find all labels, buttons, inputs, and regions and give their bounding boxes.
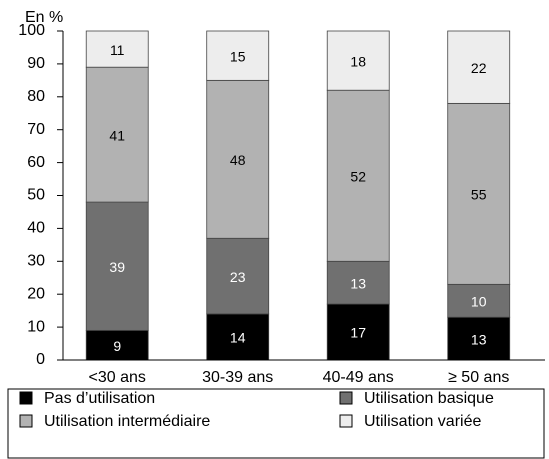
data-label: 23 <box>230 269 246 285</box>
data-label: 18 <box>350 53 366 69</box>
data-label: 9 <box>113 338 121 354</box>
data-label: 14 <box>230 330 246 346</box>
data-label: 11 <box>110 42 125 58</box>
bar-segment <box>447 30 511 104</box>
bar-segment <box>326 30 390 91</box>
legend-label: Pas d’utilisation <box>44 390 155 407</box>
y-tick-label: 70 <box>27 121 45 138</box>
x-tick-label: 30-39 ans <box>202 369 273 386</box>
y-axis-label: En % <box>25 9 63 26</box>
x-tick-label: 40-49 ans <box>323 369 394 386</box>
legend-label: Utilisation variée <box>364 413 481 430</box>
bar-segment <box>447 102 511 285</box>
data-label: 13 <box>471 331 487 347</box>
data-label: 41 <box>109 127 125 143</box>
y-tick-label: 20 <box>27 285 45 302</box>
bar-segment <box>85 30 149 68</box>
legend-swatch <box>19 414 33 428</box>
y-tick-label: 60 <box>27 154 45 171</box>
bar-segment <box>85 329 149 361</box>
legend-box <box>7 388 545 459</box>
legend-swatch <box>19 391 33 405</box>
bar-segment <box>326 89 390 262</box>
x-tick-label: <30 ans <box>89 369 146 386</box>
data-label: 48 <box>230 152 246 168</box>
bar-segment <box>85 66 149 203</box>
legend-label: Utilisation basique <box>364 390 494 407</box>
data-label: 55 <box>471 187 487 203</box>
y-tick-label: 100 <box>18 22 45 39</box>
y-tick-label: 80 <box>27 88 45 105</box>
x-tick-label: ≥ 50 ans <box>448 369 509 386</box>
data-label: 10 <box>471 293 487 309</box>
y-tick-label: 30 <box>27 253 45 270</box>
bar-segment <box>206 30 270 81</box>
bar-segment <box>206 79 270 239</box>
bar-segment <box>447 283 511 318</box>
data-label: 52 <box>350 168 366 184</box>
data-label: 15 <box>230 48 246 64</box>
legend-swatch <box>339 391 353 405</box>
y-tick-label: 40 <box>27 220 45 237</box>
bar-segment <box>206 237 270 315</box>
bar-segment <box>206 313 270 361</box>
data-label: 17 <box>350 325 366 341</box>
y-tick-label: 90 <box>27 55 45 72</box>
bar-segment <box>85 201 149 331</box>
bar-segment <box>326 260 390 305</box>
y-tick-label: 0 <box>36 351 45 368</box>
bar-segment <box>326 303 390 361</box>
y-tick-label: 50 <box>27 187 45 204</box>
data-label: 13 <box>350 275 366 291</box>
data-label: 22 <box>471 60 487 76</box>
legend-swatch <box>339 414 353 428</box>
y-tick-label: 10 <box>27 318 45 335</box>
legend-label: Utilisation intermédiaire <box>44 413 210 430</box>
data-label: 39 <box>109 259 125 275</box>
